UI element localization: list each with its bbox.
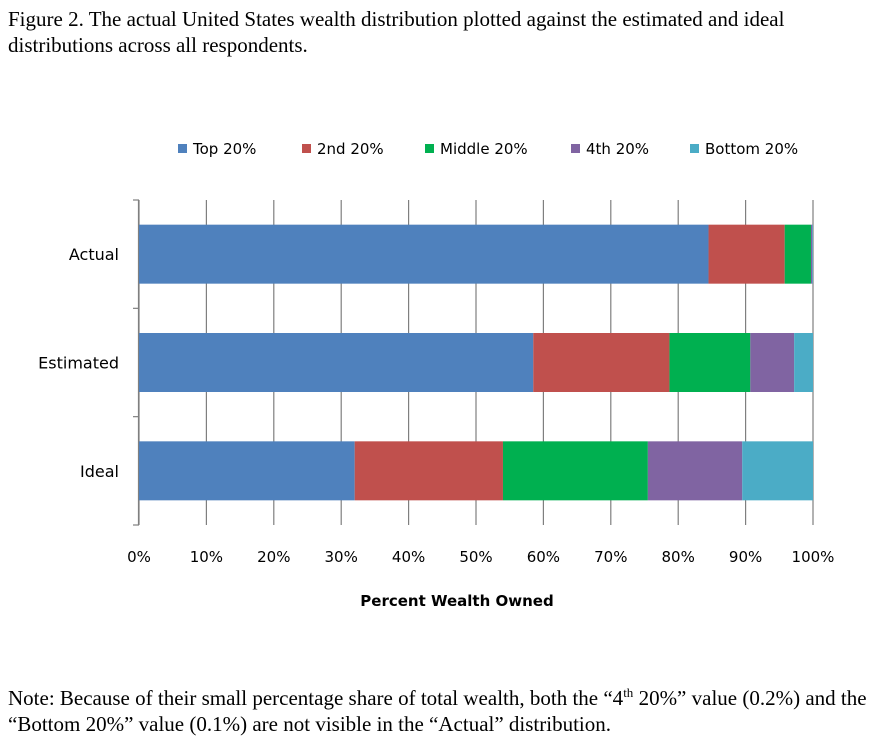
- legend-swatch: [425, 144, 434, 153]
- y-category-label: Estimated: [38, 354, 119, 373]
- bar-segment: [708, 224, 785, 284]
- bar-segment: [139, 441, 355, 501]
- y-category-label: Ideal: [80, 462, 119, 481]
- x-tick-label: 90%: [729, 548, 762, 566]
- bar-segment: [812, 224, 813, 284]
- x-tick-label: 50%: [459, 548, 492, 566]
- bars: [139, 224, 813, 501]
- bar-segment: [139, 224, 709, 284]
- bar-segment: [533, 333, 670, 392]
- legend-label: 2nd 20%: [317, 140, 384, 158]
- legend-swatch: [302, 144, 311, 153]
- x-tick-label: 100%: [792, 548, 835, 566]
- legend: Top 20% 2nd 20% Middle 20% 4th 20% Bottom 20…: [178, 140, 798, 158]
- legend-swatch: [690, 144, 699, 153]
- x-tick-label: 70%: [594, 548, 627, 566]
- bar-segment: [742, 441, 813, 501]
- legend-label: 4th 20%: [586, 140, 649, 158]
- bar-segment: [354, 441, 503, 501]
- legend-swatch: [178, 144, 187, 153]
- note-superscript: th: [623, 685, 634, 700]
- x-tick-label: 40%: [392, 548, 425, 566]
- x-tick-label: 10%: [190, 548, 223, 566]
- y-category-labels: Actual Estimated Ideal: [38, 245, 119, 481]
- y-category-label: Actual: [69, 245, 119, 264]
- legend-swatch: [571, 144, 580, 153]
- bar-segment: [750, 333, 795, 392]
- note-text: Note: Because of their small percentage …: [8, 685, 868, 737]
- bar-segment: [810, 224, 813, 284]
- x-tick-label: 60%: [527, 548, 560, 566]
- x-tick-labels: 0% 10% 20% 30% 40% 50% 60% 70% 80% 90% 100%: [127, 548, 834, 566]
- x-tick-label: 0%: [127, 548, 151, 566]
- x-tick-label: 20%: [257, 548, 290, 566]
- bar-segment: [647, 441, 743, 501]
- bar-segment: [669, 333, 751, 392]
- bar-segment: [794, 333, 813, 392]
- stacked-bar-chart: 0% 10% 20% 30% 40% 50% 60% 70% 80% 90% 100% Actual…: [38, 140, 834, 610]
- bar-segment: [139, 333, 534, 392]
- bar-segment: [784, 224, 811, 284]
- x-axis-label: Percent Wealth Owned: [360, 592, 553, 610]
- legend-label: Top 20%: [192, 140, 256, 158]
- legend-label: Middle 20%: [440, 140, 528, 158]
- x-tick-label: 30%: [325, 548, 358, 566]
- x-tick-label: 80%: [662, 548, 695, 566]
- figure-caption: Figure 2. The actual United States wealt…: [8, 7, 785, 57]
- note-part-2: 20%” value (0.2%) and the “Bottom 20%” v…: [8, 686, 867, 736]
- bar-segment: [502, 441, 648, 501]
- axes: [133, 199, 140, 526]
- note-part-1: Note: Because of their small percentage …: [8, 686, 624, 710]
- legend-label: Bottom 20%: [705, 140, 798, 158]
